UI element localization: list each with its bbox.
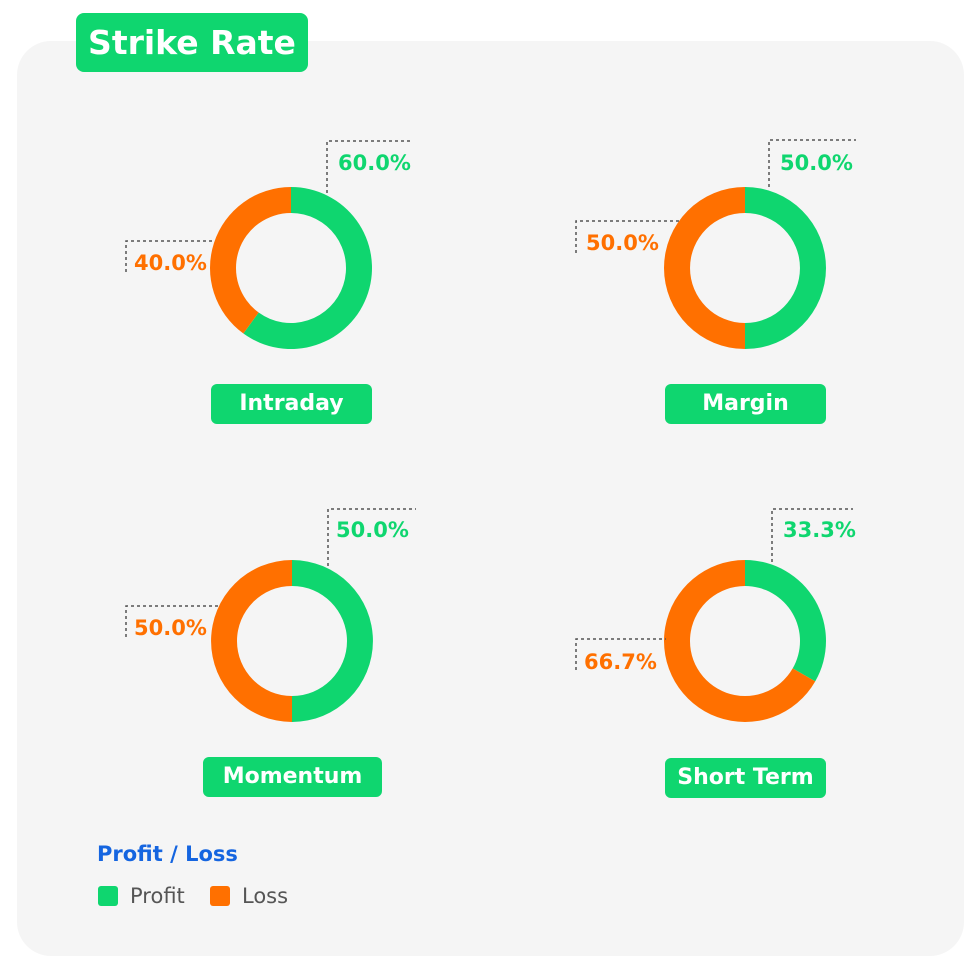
data-label-short-term-profit: 33.3% [783, 518, 856, 542]
leader-line-momentum-loss [125, 605, 219, 637]
legend-label-loss: Loss [242, 884, 289, 908]
legend-label-profit: Profit [130, 884, 185, 908]
data-label-short-term-loss: 66.7% [584, 650, 657, 674]
slice-intraday-profit[interactable] [243, 187, 372, 349]
slice-momentum-loss[interactable] [211, 560, 292, 722]
slice-margin-loss[interactable] [664, 187, 745, 349]
leader-line-intraday-loss [125, 240, 213, 272]
data-label-intraday-loss: 40.0% [134, 251, 207, 275]
chart-label-momentum: Momentum [203, 757, 382, 797]
data-label-momentum-loss: 50.0% [134, 616, 207, 640]
legend-item-loss[interactable]: Loss [210, 884, 288, 908]
chart-label-short-term: Short Term [665, 758, 826, 798]
leader-line-margin-profit [768, 139, 856, 187]
data-label-momentum-profit: 50.0% [336, 518, 409, 542]
slice-margin-profit[interactable] [745, 187, 826, 349]
page-title: Strike Rate [76, 13, 308, 72]
slice-intraday-loss[interactable] [209, 187, 291, 334]
leader-line-margin-loss [575, 220, 680, 253]
data-label-intraday-profit: 60.0% [338, 151, 411, 175]
leader-line-momentum-profit [327, 508, 416, 566]
profit-swatch [98, 886, 118, 906]
slice-short-term-profit[interactable] [745, 560, 827, 682]
legend-item-profit[interactable]: Profit [98, 884, 185, 908]
chart-label-margin: Margin [665, 384, 826, 424]
chart-label-intraday: Intraday [211, 384, 372, 424]
legend-title: Profit / Loss [97, 842, 238, 866]
slice-short-term-loss[interactable] [664, 560, 816, 722]
loss-swatch [210, 886, 230, 906]
data-label-margin-loss: 50.0% [586, 231, 659, 255]
leader-line-short-term-loss [575, 638, 666, 670]
chart-panel [17, 41, 964, 956]
slice-momentum-profit[interactable] [292, 560, 373, 722]
data-label-margin-profit: 50.0% [780, 151, 853, 175]
